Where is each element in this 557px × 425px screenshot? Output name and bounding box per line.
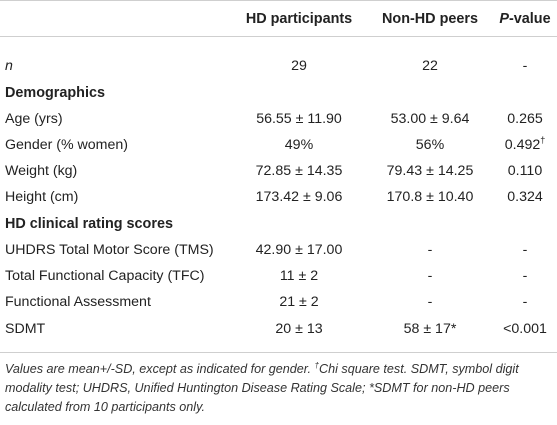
p-value: 0.324: [507, 189, 543, 205]
footnote-part1: Values are mean+/-SD, except as indicate…: [5, 362, 315, 376]
hd-value: 49%: [284, 137, 314, 153]
table-bottom-rule: [0, 352, 557, 353]
hd-value: 20 ± 13: [275, 321, 323, 337]
hd-value: 11 ± 2: [279, 268, 319, 284]
peers-value: 170.8 ± 10.40: [386, 189, 474, 205]
p-value-number: 0.492: [504, 137, 541, 153]
row-label: SDMT: [5, 321, 46, 337]
table-row: Height (cm) 173.42 ± 9.06 170.8 ± 10.40 …: [0, 184, 557, 210]
table-row: Weight (kg) 72.85 ± 14.35 79.43 ± 14.25 …: [0, 158, 557, 184]
table-row: SDMT 20 ± 13 58 ± 17* <0.001: [0, 316, 557, 342]
row-label: Gender (% women): [5, 137, 129, 153]
row-label: UHDRS Total Motor Score (TMS): [5, 242, 214, 258]
section-heading-demographics: Demographics: [5, 85, 105, 101]
peers-value: -: [427, 294, 433, 310]
hd-value: 42.90 ± 17.00: [255, 242, 343, 258]
peers-value: 79.43 ± 14.25: [386, 163, 474, 179]
row-label: Functional Assessment: [5, 294, 151, 310]
row-label: Height (cm): [5, 189, 79, 205]
table-row: Total Functional Capacity (TFC) 11 ± 2 -…: [0, 263, 557, 289]
row-label: Total Functional Capacity (TFC): [5, 268, 205, 284]
hd-value: 29: [291, 58, 307, 74]
header-p-italic: P: [499, 11, 509, 27]
table-footnote: Values are mean+/-SD, except as indicate…: [5, 360, 553, 417]
hd-value: 72.85 ± 14.35: [255, 163, 343, 179]
peers-value: 56%: [415, 137, 445, 153]
peers-value: -: [427, 242, 433, 258]
header-p-suffix: -value: [509, 11, 551, 27]
p-value: 0.110: [507, 163, 543, 179]
p-value: 0.265: [507, 111, 543, 127]
table-row: n 29 22 -: [0, 53, 557, 79]
header-rule: [0, 36, 557, 37]
row-label: n: [5, 58, 13, 74]
hd-value: 173.42 ± 9.06: [255, 189, 343, 205]
header-hd-participants: HD participants: [245, 11, 353, 27]
table-row: Age (yrs) 56.55 ± 11.90 53.00 ± 9.64 0.2…: [0, 106, 557, 132]
header-non-hd-peers: Non-HD peers: [382, 11, 478, 27]
peers-value: 22: [422, 58, 438, 74]
p-value: 0.492†: [493, 132, 557, 158]
table-row: Functional Assessment 21 ± 2 - -: [0, 289, 557, 315]
p-value: <0.001: [503, 321, 547, 337]
footnote-dagger: †: [314, 361, 319, 370]
table-header-row: HD participants Non-HD peers P-value: [0, 0, 557, 27]
header-p-value: P-value: [493, 0, 557, 38]
dagger-footnote-marker: †: [540, 135, 546, 145]
row-label: Weight (kg): [5, 163, 78, 179]
hd-value: 56.55 ± 11.90: [256, 111, 342, 127]
section-heading-hd-clinical: HD clinical rating scores: [5, 216, 173, 232]
p-value: -: [522, 294, 528, 310]
peers-value: 58 ± 17*: [403, 321, 457, 337]
row-label: Age (yrs): [5, 111, 63, 127]
p-value: -: [522, 242, 528, 258]
peers-value: -: [427, 268, 433, 284]
section-row: HD clinical rating scores: [0, 211, 557, 237]
peers-value: 53.00 ± 9.64: [390, 111, 470, 127]
table-row: UHDRS Total Motor Score (TMS) 42.90 ± 17…: [0, 237, 557, 263]
p-value: -: [522, 58, 528, 74]
table-top-rule: [0, 0, 557, 1]
hd-value: 21 ± 2: [279, 294, 319, 310]
section-row: Demographics: [0, 80, 557, 106]
p-value: -: [522, 268, 528, 284]
footnote-part2: Chi square test. SDMT, symbol digit moda…: [5, 362, 519, 414]
table-row: Gender (% women) 49% 56% 0.492†: [0, 132, 557, 158]
